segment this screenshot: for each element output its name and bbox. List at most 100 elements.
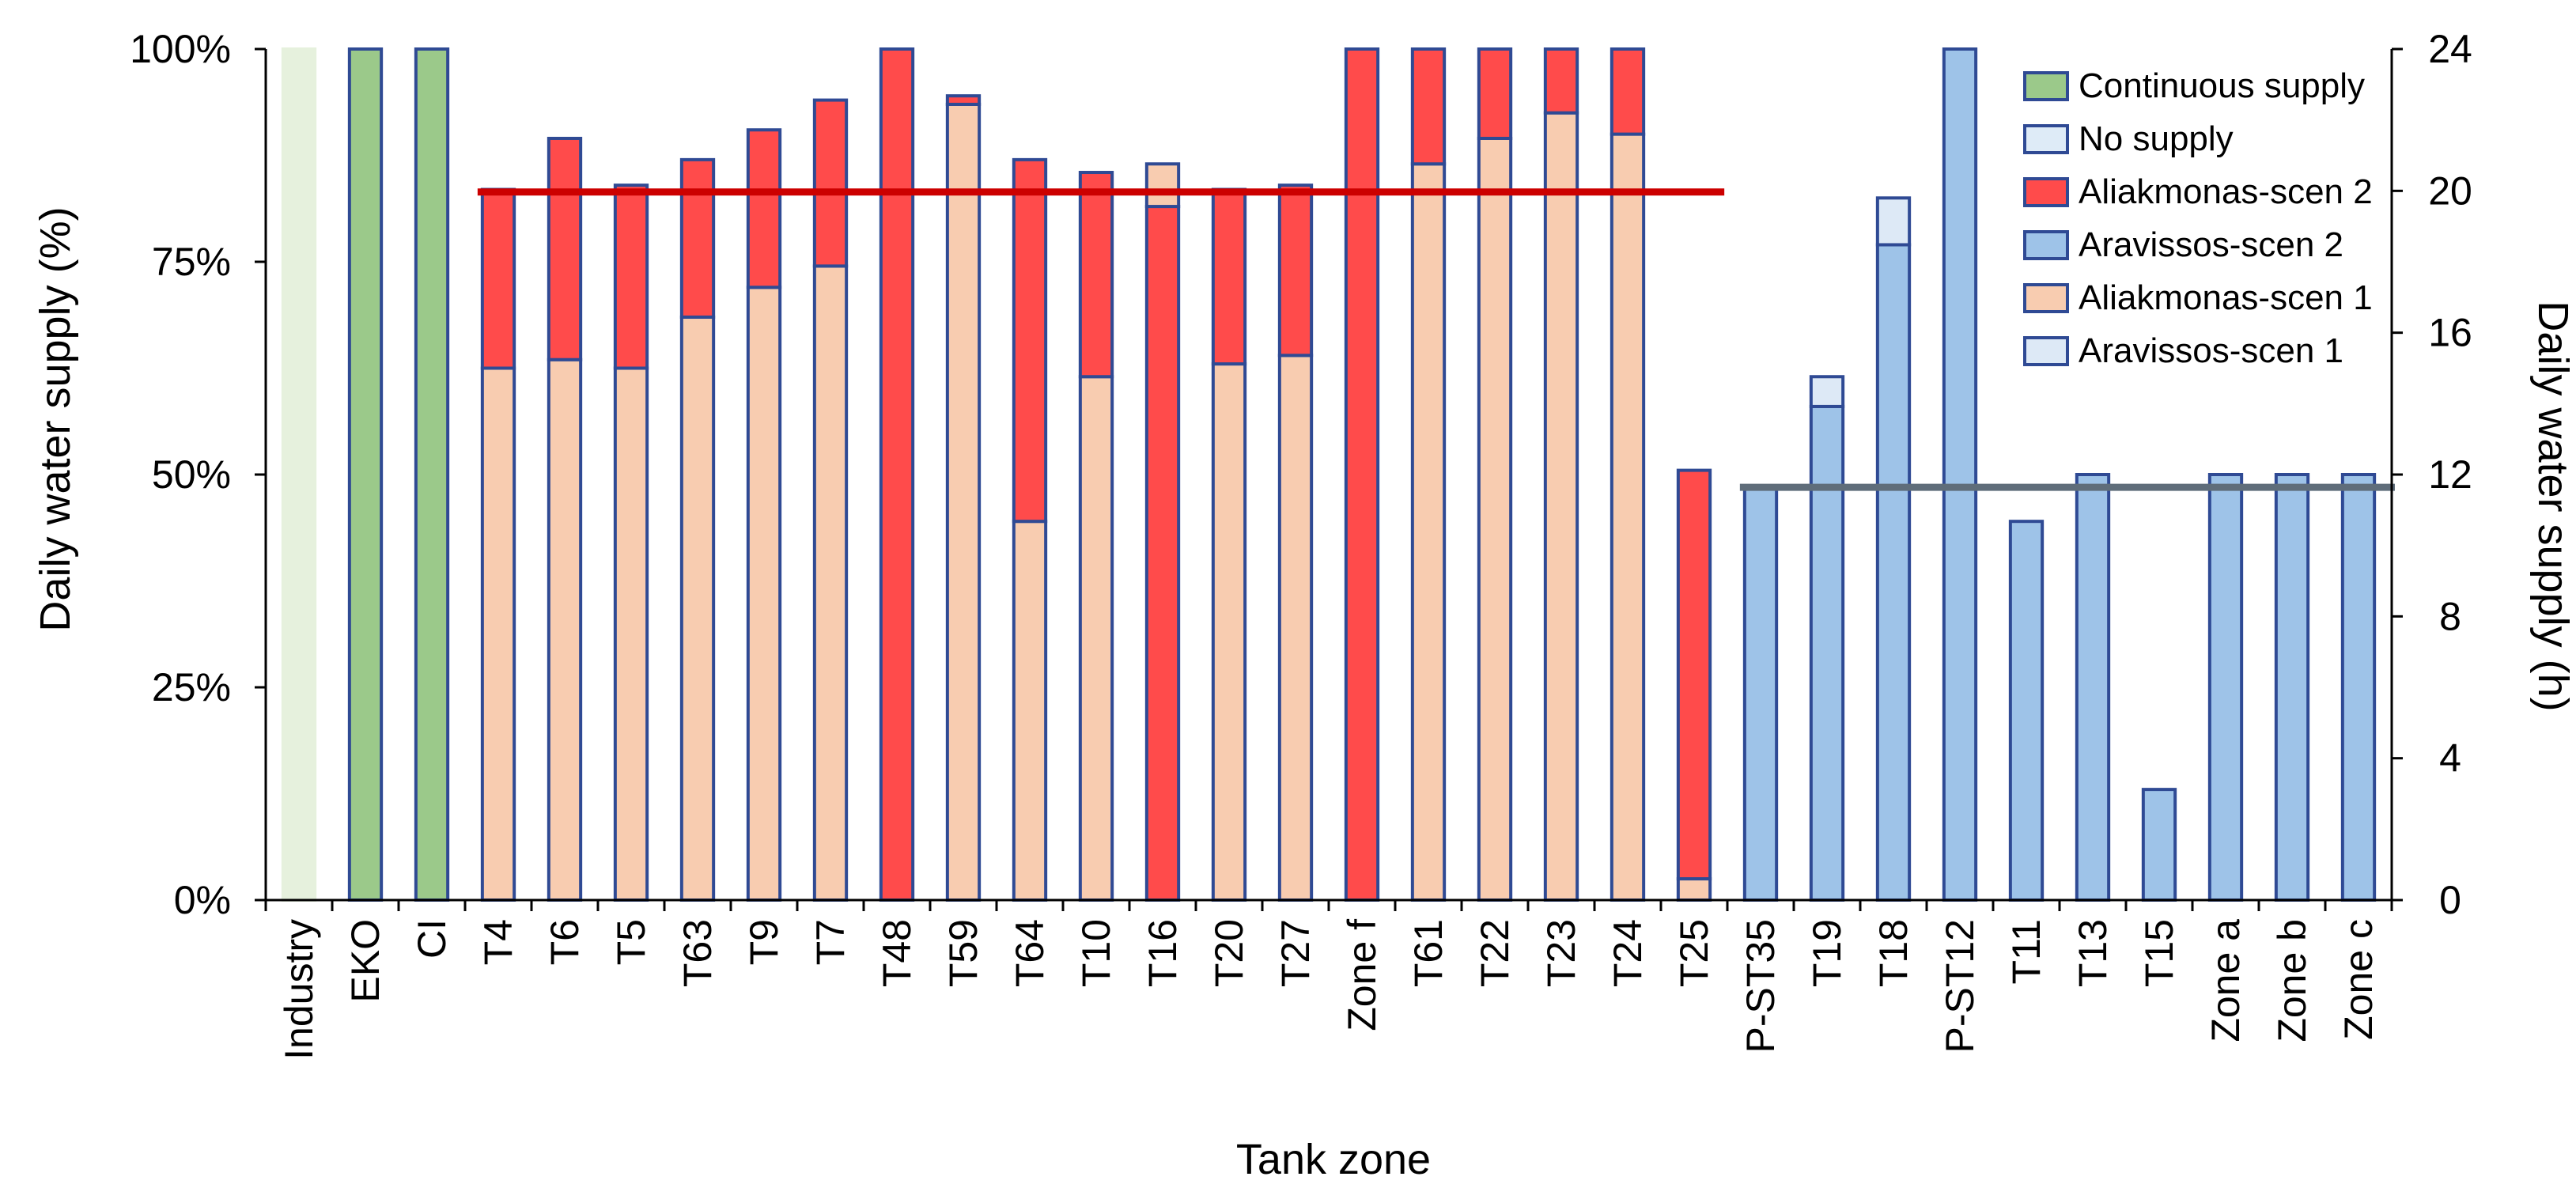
bar-t16-scen2 xyxy=(1144,205,1181,902)
reference-lines-layer xyxy=(477,188,2395,491)
bar-t63-scen1 xyxy=(679,315,716,902)
bar-t59-scen2 xyxy=(945,94,982,106)
bar-t27-scen1 xyxy=(1277,354,1314,902)
bar-t5-scen1 xyxy=(613,366,649,902)
bar-t7-scen1 xyxy=(812,264,849,902)
bar-t4-scen2 xyxy=(480,187,516,370)
x-tick-label: P-ST35 xyxy=(1738,919,1783,1054)
bar-t4-scen1 xyxy=(480,366,516,902)
bar-t63-scen2 xyxy=(679,157,716,319)
y-tick-label-right: 20 xyxy=(2428,168,2472,213)
bar-t11-scen2 xyxy=(2008,520,2045,902)
legend: Continuous supply No supply Aliakmonas-sce… xyxy=(2023,66,2373,370)
bar-t22-scen2 xyxy=(1477,47,1513,140)
x-tick-label: T5 xyxy=(609,919,653,965)
bar-t25-scen1 xyxy=(1676,877,1712,902)
x-tick-label: T63 xyxy=(675,919,720,987)
bar-ci xyxy=(414,47,450,902)
y-tick-label-right: 0 xyxy=(2439,878,2461,922)
legend-swatch xyxy=(2023,177,2069,207)
x-tick-label: T10 xyxy=(1074,919,1118,987)
bar-t10-scen2 xyxy=(1078,171,1114,379)
y-tick-label-right: 16 xyxy=(2428,311,2472,355)
bar-t20-scen2 xyxy=(1211,187,1247,366)
x-tick-label: T11 xyxy=(2004,919,2048,984)
bar-t23-scen1 xyxy=(1543,111,1579,902)
legend-label: Continuous supply xyxy=(2079,66,2365,105)
bar-t6-scen2 xyxy=(547,136,583,361)
x-tick-label: T25 xyxy=(1672,919,1716,987)
legend-label: Aliakmonas-scen 2 xyxy=(2079,172,2373,211)
bar-zone-b-scen2 xyxy=(2274,473,2310,902)
bar-industry xyxy=(281,47,317,902)
x-tick-label: T24 xyxy=(1606,919,1650,987)
bar-t7-scen2 xyxy=(812,98,849,268)
x-axis-title: Tank zone xyxy=(1236,1136,1431,1183)
legend-swatch xyxy=(2023,336,2069,366)
bar-t64-scen1 xyxy=(1012,520,1048,902)
bar-t20-scen1 xyxy=(1211,362,1247,902)
bar-p-st35-scen2 xyxy=(1742,486,1779,902)
x-tick-label: T64 xyxy=(1008,919,1052,987)
bar-t59-scen1 xyxy=(945,102,982,902)
bar-t16-scen1 xyxy=(1144,162,1181,209)
x-tick-label: Zone c xyxy=(2336,919,2381,1040)
bar-t25-scen2 xyxy=(1676,468,1712,881)
bar-t5-scen2 xyxy=(613,183,649,370)
legend-swatch xyxy=(2023,283,2069,313)
bar-t61-scen2 xyxy=(1410,47,1447,166)
bar-t61-scen1 xyxy=(1410,162,1447,902)
x-tick-label: T6 xyxy=(543,919,587,965)
x-tick-label: T27 xyxy=(1273,919,1318,987)
x-tick-label: Zone a xyxy=(2203,919,2248,1042)
legend-label: No supply xyxy=(2079,119,2234,158)
y-tick-label-left: 0% xyxy=(174,878,231,922)
bar-t18-scen1 xyxy=(1875,196,1912,247)
bar-eko xyxy=(347,47,384,902)
bar-t15-scen2 xyxy=(2141,788,2177,902)
bar-t22-scen1 xyxy=(1477,136,1513,902)
bar-t64-scen2 xyxy=(1012,157,1048,524)
y-tick-label-right: 4 xyxy=(2439,736,2461,781)
legend-label: Aravissos-scen 2 xyxy=(2079,225,2343,264)
bar-zone-a-scen2 xyxy=(2207,473,2244,902)
y-tick-label-left: 75% xyxy=(152,240,231,284)
x-tick-label: T7 xyxy=(808,919,853,965)
bar-t24-scen1 xyxy=(1610,132,1646,902)
y-axis-title-right: Daily water supply (h) xyxy=(2529,301,2576,711)
x-tick-label: T16 xyxy=(1140,919,1185,987)
bar-t24-scen2 xyxy=(1610,47,1646,136)
axes-layer: 0% 25% 50% 75% 100% 0 4 8 12 16 20 24 Industry EKO CI T… xyxy=(130,27,2472,1060)
legend-label: Aravissos-scen 1 xyxy=(2079,331,2343,370)
y-axis-title-left: Daily water supply (%) xyxy=(32,206,79,631)
y-tick-label-right: 24 xyxy=(2428,27,2472,71)
x-tick-label: T15 xyxy=(2137,919,2181,987)
bar-t19-scen1 xyxy=(1809,375,1845,408)
y-tick-label-left: 50% xyxy=(152,452,231,497)
x-tick-label: T13 xyxy=(2071,919,2115,987)
legend-swatch xyxy=(2023,230,2069,260)
bar-t19-scen2 xyxy=(1809,404,1845,902)
bar-zone-c-scen2 xyxy=(2340,473,2377,902)
x-tick-label: T19 xyxy=(1805,919,1849,987)
legend-swatch xyxy=(2023,124,2069,154)
legend-label: Aliakmonas-scen 1 xyxy=(2079,278,2373,317)
x-tick-label: CI xyxy=(410,919,454,959)
y-tick-label-left: 25% xyxy=(152,665,231,709)
x-tick-label: EKO xyxy=(343,919,388,1003)
bar-t18-scen2 xyxy=(1875,243,1912,902)
bar-p-st12-scen2 xyxy=(1942,47,1978,902)
x-tick-label: T4 xyxy=(476,919,520,965)
x-tick-label: P-ST12 xyxy=(1938,919,1982,1054)
x-tick-label: Zone f xyxy=(1340,919,1384,1031)
bar-t6-scen1 xyxy=(547,357,583,902)
x-tick-label: T18 xyxy=(1871,919,1916,987)
bar-zone-f-scen2 xyxy=(1344,47,1380,902)
bar-t9-scen2 xyxy=(746,128,782,289)
x-tick-label: Zone b xyxy=(2270,919,2314,1042)
x-tick-label: T20 xyxy=(1207,919,1251,987)
bar-t48-scen2 xyxy=(879,47,915,902)
x-tick-label: T48 xyxy=(875,919,919,987)
x-tick-label: T61 xyxy=(1406,919,1451,987)
